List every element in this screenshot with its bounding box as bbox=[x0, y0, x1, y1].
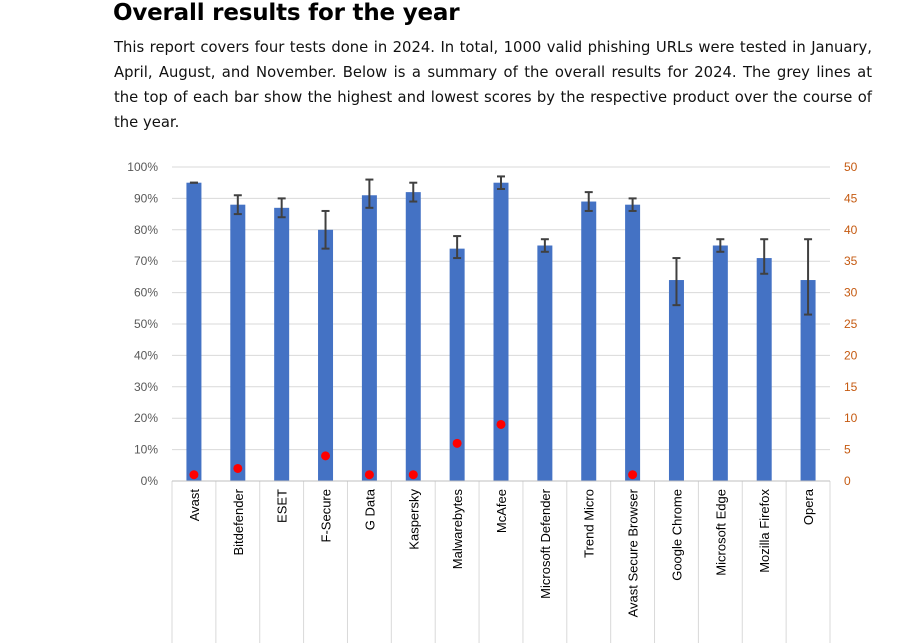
bar-google-chrome bbox=[668, 280, 684, 481]
y2-tick-label: 20 bbox=[844, 348, 858, 362]
y2-tick-label: 0 bbox=[844, 474, 851, 488]
x-tick-label: Trend Micro bbox=[582, 489, 597, 558]
y-tick-label: 0% bbox=[141, 474, 159, 488]
bar-bitdefender bbox=[230, 204, 246, 481]
y2-tick-label: 35 bbox=[844, 254, 858, 268]
marker-point bbox=[496, 419, 506, 429]
report-intro: This report covers four tests done in 20… bbox=[114, 39, 872, 131]
bar-avast bbox=[186, 182, 202, 481]
y2-tick-label: 25 bbox=[844, 317, 858, 331]
y2-tick-label: 30 bbox=[844, 286, 858, 300]
x-tick-label: G Data bbox=[362, 488, 377, 530]
x-tick-label: Avast Secure Browser bbox=[626, 488, 641, 617]
y-tick-label: 20% bbox=[134, 411, 158, 425]
marker-point bbox=[321, 451, 331, 461]
y2-tick-label: 10 bbox=[844, 411, 858, 425]
x-tick-label: Google Chrome bbox=[669, 489, 684, 581]
y-tick-label: 40% bbox=[134, 348, 158, 362]
bar-trend-micro bbox=[581, 201, 597, 482]
y-tick-label: 70% bbox=[134, 254, 158, 268]
y-tick-label: 100% bbox=[127, 160, 158, 174]
y-tick-label: 10% bbox=[134, 443, 158, 457]
x-tick-label: F-Secure bbox=[319, 489, 334, 542]
y-tick-label: 90% bbox=[134, 191, 158, 205]
bar-avast-secure-browser bbox=[625, 204, 641, 481]
x-tick-label: Bitdefender bbox=[231, 488, 246, 555]
bar-mozilla-firefox bbox=[756, 258, 772, 481]
marker-point bbox=[364, 470, 374, 480]
x-tick-label: Malwarebytes bbox=[450, 489, 465, 570]
y2-tick-label: 15 bbox=[844, 380, 858, 394]
y2-tick-label: 5 bbox=[844, 443, 851, 457]
y2-tick-label: 45 bbox=[844, 191, 858, 205]
x-tick-label: Opera bbox=[801, 488, 816, 525]
y2-tick-label: 40 bbox=[844, 223, 858, 237]
y2-tick-label: 50 bbox=[844, 160, 858, 174]
bar-f-secure bbox=[318, 229, 334, 481]
x-tick-label: Avast bbox=[187, 489, 202, 522]
bar-malwarebytes bbox=[449, 248, 465, 481]
y-tick-label: 80% bbox=[134, 223, 158, 237]
x-tick-label: Microsoft Edge bbox=[713, 489, 728, 576]
bar-eset bbox=[274, 207, 290, 481]
bar-microsoft-edge bbox=[712, 245, 728, 481]
x-tick-label: Kaspersky bbox=[406, 489, 421, 550]
page-title: Overall results for the year bbox=[113, 0, 460, 26]
x-tick-label: ESET bbox=[275, 489, 290, 523]
marker-point bbox=[233, 463, 243, 473]
bar-g-data bbox=[361, 195, 377, 481]
bar-kaspersky bbox=[405, 192, 421, 481]
marker-point bbox=[628, 470, 638, 480]
x-tick-label: Microsoft Defender bbox=[538, 488, 553, 598]
bar-mcafee bbox=[493, 182, 509, 481]
y-tick-label: 50% bbox=[134, 317, 158, 331]
bar-opera bbox=[800, 280, 816, 481]
x-tick-label: McAfee bbox=[494, 489, 509, 533]
marker-point bbox=[452, 438, 462, 448]
y-tick-label: 30% bbox=[134, 380, 158, 394]
marker-point bbox=[189, 470, 199, 480]
marker-point bbox=[408, 470, 418, 480]
y-tick-label: 60% bbox=[134, 286, 158, 300]
bar-microsoft-defender bbox=[537, 245, 553, 481]
x-tick-label: Mozilla Firefox bbox=[757, 489, 772, 573]
